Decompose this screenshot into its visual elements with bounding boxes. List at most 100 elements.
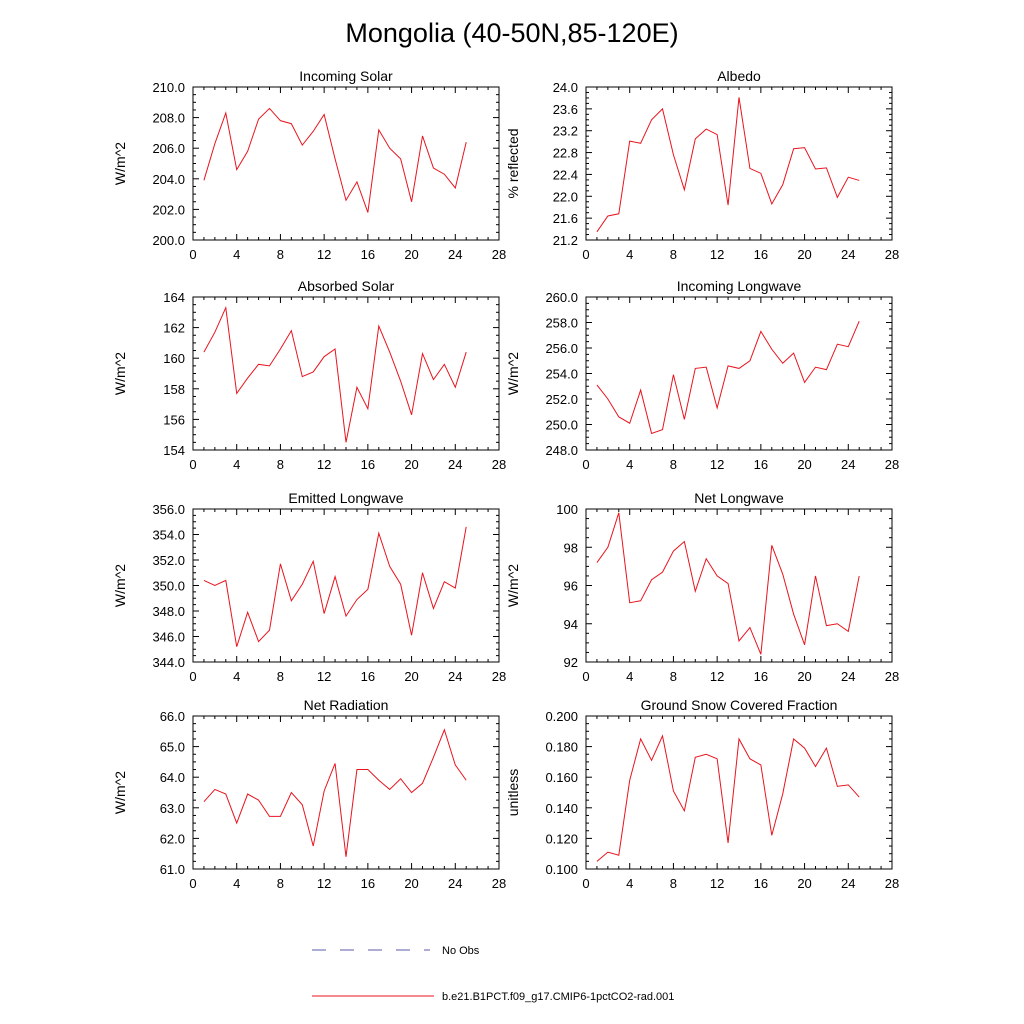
x-tick-label: 16: [361, 457, 375, 472]
y-tick-label: 23.6: [553, 102, 578, 117]
x-tick-label: 8: [277, 457, 284, 472]
y-tick-label: 66.0: [160, 709, 185, 724]
y-tick-label: 348.0: [152, 604, 185, 619]
x-tick-label: 4: [626, 876, 633, 891]
x-tick-label: 8: [670, 876, 677, 891]
plot-frame: [585, 86, 893, 241]
y-tick-label: 22.4: [553, 167, 578, 182]
x-tick-label: 24: [448, 669, 462, 684]
x-tick-label: 8: [670, 669, 677, 684]
y-tick-label: 200.0: [152, 233, 185, 248]
y-tick-label: 250.0: [545, 418, 578, 433]
y-tick-label: 156: [163, 412, 185, 427]
x-tick-label: 28: [492, 457, 506, 472]
y-axis-label: W/m^2: [112, 352, 128, 395]
y-tick-label: 210.0: [152, 80, 185, 95]
y-tick-label: 260.0: [545, 290, 578, 305]
x-tick-label: 16: [754, 669, 768, 684]
panel-title: Incoming Longwave: [677, 278, 802, 294]
x-tick-label: 0: [582, 457, 589, 472]
y-tick-label: 22.0: [553, 189, 578, 204]
x-tick-label: 0: [189, 669, 196, 684]
y-tick-label: 354.0: [152, 528, 185, 543]
x-tick-label: 12: [317, 669, 331, 684]
panel-title: Net Radiation: [304, 697, 389, 713]
x-tick-label: 20: [404, 669, 418, 684]
y-tick-label: 21.6: [553, 211, 578, 226]
panel-title: Incoming Solar: [299, 68, 393, 84]
x-tick-label: 8: [277, 876, 284, 891]
y-axis-label: W/m^2: [505, 564, 521, 607]
x-tick-label: 8: [670, 457, 677, 472]
y-tick-label: 352.0: [152, 553, 185, 568]
panel-absorbed-solar: Absorbed Solar W/m^2 0 4 8 12 16 20 24 28 154 156 15…: [112, 278, 506, 472]
y-tick-label: 0.160: [545, 770, 578, 785]
y-axis-label: % reflected: [505, 128, 521, 198]
x-tick-label: 12: [710, 457, 724, 472]
x-tick-label: 4: [233, 876, 240, 891]
x-tick-label: 24: [448, 457, 462, 472]
y-tick-label: 346.0: [152, 630, 185, 645]
x-tick-label: 16: [754, 247, 768, 262]
plot-frame: [192, 86, 500, 241]
y-tick-label: 96: [564, 579, 578, 594]
y-tick-label: 162: [163, 321, 185, 336]
y-tick-label: 160: [163, 351, 185, 366]
y-tick-label: 356.0: [152, 502, 185, 517]
x-tick-label: 12: [317, 457, 331, 472]
x-tick-label: 20: [797, 457, 811, 472]
plot-frame: [192, 296, 500, 451]
panel-albedo: Albedo % reflected 0 4 8 12 16 20 24 28 21.2 21.6 22…: [505, 68, 899, 262]
series-line: [203, 526, 467, 647]
x-tick-label: 4: [233, 247, 240, 262]
x-tick-label: 28: [492, 669, 506, 684]
x-tick-label: 24: [841, 247, 855, 262]
x-tick-label: 28: [492, 247, 506, 262]
panel-net-longwave: Net Longwave W/m^2 0 4 8 12 16 20 24 28 92 94 96 98 10…: [505, 490, 899, 684]
y-tick-label: 64.0: [160, 770, 185, 785]
y-axis-label: unitless: [505, 769, 521, 816]
x-tick-label: 0: [582, 247, 589, 262]
y-tick-label: 204.0: [152, 172, 185, 187]
x-tick-label: 24: [841, 669, 855, 684]
x-tick-label: 16: [361, 247, 375, 262]
panel-incoming-solar: Incoming Solar W/m^2 0 4 8 12 16 20 24 28 200.0 202…: [112, 68, 506, 262]
y-tick-label: 0.100: [545, 862, 578, 877]
x-tick-label: 8: [277, 247, 284, 262]
y-tick-label: 202.0: [152, 202, 185, 217]
y-tick-label: 61.0: [160, 862, 185, 877]
y-tick-label: 254.0: [545, 367, 578, 382]
series-line: [596, 512, 860, 655]
y-axis-label: W/m^2: [112, 564, 128, 607]
legend: No Obs b.e21.B1PCT.f09_g17.CMIP6-1pctCO2…: [312, 945, 674, 1003]
panel-emitted-longwave: Emitted Longwave W/m^2 0 4 8 12 16 20 24 28 344.0 3…: [112, 490, 506, 684]
panel-title: Emitted Longwave: [288, 490, 403, 506]
y-tick-label: 0.180: [545, 740, 578, 755]
x-tick-label: 20: [404, 457, 418, 472]
y-tick-label: 164: [163, 290, 185, 305]
y-tick-label: 22.8: [553, 146, 578, 161]
y-tick-label: 344.0: [152, 655, 185, 670]
x-tick-label: 24: [448, 876, 462, 891]
y-tick-label: 100: [556, 502, 578, 517]
panel-title: Ground Snow Covered Fraction: [641, 697, 838, 713]
y-tick-label: 21.2: [553, 233, 578, 248]
x-tick-label: 20: [797, 876, 811, 891]
panel-title: Absorbed Solar: [298, 278, 395, 294]
x-tick-label: 24: [448, 247, 462, 262]
x-tick-label: 4: [626, 247, 633, 262]
x-tick-label: 20: [404, 247, 418, 262]
y-tick-label: 98: [564, 540, 578, 555]
x-tick-label: 24: [841, 876, 855, 891]
y-tick-label: 65.0: [160, 740, 185, 755]
legend-label-no-obs: No Obs: [442, 945, 480, 957]
y-axis-label: W/m^2: [112, 771, 128, 814]
x-tick-label: 12: [710, 669, 724, 684]
y-tick-label: 258.0: [545, 316, 578, 331]
x-tick-label: 20: [797, 669, 811, 684]
y-tick-label: 23.2: [553, 124, 578, 139]
series-line: [596, 321, 860, 435]
panel-ground-snow-covered-fraction: Ground Snow Covered Fraction unitless 0 4 8 1…: [505, 697, 899, 891]
x-tick-label: 24: [841, 457, 855, 472]
y-tick-label: 92: [564, 655, 578, 670]
